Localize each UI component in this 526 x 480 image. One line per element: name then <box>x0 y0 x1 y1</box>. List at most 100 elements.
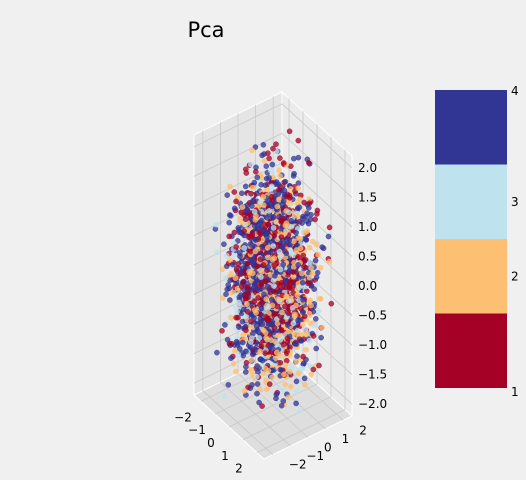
data-point-class-3 <box>248 335 255 342</box>
data-point-class-2 <box>265 254 271 261</box>
data-point-class-2 <box>276 167 282 173</box>
data-point-class-2 <box>257 386 263 392</box>
data-point-class-4 <box>278 225 284 232</box>
data-point-class-4 <box>236 324 242 330</box>
data-point-class-2 <box>273 349 280 356</box>
data-point-class-1 <box>266 381 273 387</box>
data-point-class-2 <box>319 324 325 331</box>
data-point-class-4 <box>275 181 282 188</box>
data-point-class-2 <box>285 394 292 401</box>
data-point-class-3 <box>231 252 237 259</box>
data-point-class-2 <box>260 202 267 208</box>
gridline-y-floor <box>202 390 274 455</box>
data-point-class-3 <box>248 161 254 168</box>
data-point-class-1 <box>278 326 285 333</box>
data-point-class-3 <box>299 365 306 372</box>
data-point-class-1 <box>303 288 310 294</box>
gridline-z-left <box>193 133 283 177</box>
data-point-class-2 <box>251 307 258 313</box>
data-point-class-2 <box>308 265 314 271</box>
y-tick-label: −1 <box>306 449 324 463</box>
data-point-class-1 <box>266 155 272 162</box>
data-point-class-2 <box>252 248 259 255</box>
data-point-class-2 <box>299 321 306 328</box>
data-point-class-4 <box>229 261 236 268</box>
data-point-class-1 <box>258 343 265 349</box>
data-point-class-2 <box>269 256 276 263</box>
data-point-class-1 <box>265 150 271 156</box>
data-point-class-1 <box>268 194 275 200</box>
data-point-class-4 <box>263 163 270 169</box>
data-point-class-4 <box>258 305 265 312</box>
data-point-class-1 <box>257 256 264 263</box>
data-point-class-2 <box>258 269 265 276</box>
data-point-class-1 <box>306 160 312 166</box>
data-point-class-2 <box>227 257 234 263</box>
scatter-points <box>212 128 335 414</box>
data-point-class-2 <box>260 370 267 377</box>
x-tick-label: 0 <box>207 436 215 450</box>
data-point-class-4 <box>271 329 277 335</box>
data-point-class-1 <box>281 303 288 310</box>
data-point-class-4 <box>273 391 280 398</box>
data-point-class-4 <box>314 269 321 276</box>
data-point-class-1 <box>310 366 317 373</box>
data-point-class-4 <box>228 355 234 362</box>
data-point-class-4 <box>243 363 249 370</box>
data-point-class-2 <box>313 241 320 248</box>
data-point-class-4 <box>263 175 270 182</box>
data-point-class-2 <box>299 270 305 277</box>
data-point-class-2 <box>232 275 239 281</box>
data-point-class-4 <box>259 357 266 364</box>
data-point-class-3 <box>234 308 240 315</box>
data-point-class-1 <box>244 261 251 267</box>
data-point-class-4 <box>301 360 307 367</box>
data-point-class-3 <box>270 225 277 231</box>
data-point-class-3 <box>277 336 284 343</box>
data-point-class-4 <box>325 233 332 240</box>
data-point-class-3 <box>294 388 300 395</box>
data-point-class-3 <box>223 252 230 259</box>
colorbar-segment-2 <box>435 239 507 314</box>
z-tick-label: −1.5 <box>358 368 387 382</box>
data-point-class-3 <box>276 248 283 255</box>
data-point-class-2 <box>297 245 304 252</box>
data-point-class-3 <box>266 208 272 214</box>
data-point-class-4 <box>305 205 312 211</box>
data-point-class-4 <box>253 323 260 330</box>
data-point-class-3 <box>268 167 274 174</box>
data-point-class-1 <box>241 228 247 234</box>
data-point-class-4 <box>282 178 289 185</box>
data-point-class-1 <box>301 199 308 206</box>
z-tick-label: 2.0 <box>358 161 377 175</box>
data-point-class-1 <box>226 233 232 240</box>
data-point-class-1 <box>278 234 285 240</box>
data-point-class-4 <box>286 237 293 243</box>
data-point-class-1 <box>328 300 335 307</box>
data-point-class-4 <box>304 218 310 224</box>
data-point-class-1 <box>306 200 313 207</box>
data-point-class-1 <box>260 262 267 268</box>
data-point-class-1 <box>300 252 307 259</box>
z-tick-label: −0.5 <box>358 309 387 323</box>
data-point-class-1 <box>247 248 254 255</box>
data-point-class-2 <box>294 292 301 298</box>
data-point-class-2 <box>317 295 323 302</box>
data-point-class-2 <box>281 371 287 378</box>
data-point-class-1 <box>242 166 249 173</box>
data-point-class-3 <box>271 283 277 289</box>
data-point-class-4 <box>224 192 230 198</box>
data-point-class-4 <box>278 402 285 409</box>
data-point-class-4 <box>264 283 271 290</box>
data-point-class-2 <box>315 251 322 258</box>
data-point-class-1 <box>259 403 265 409</box>
data-point-class-4 <box>313 274 320 281</box>
data-point-class-4 <box>254 174 261 181</box>
data-point-class-2 <box>230 360 237 367</box>
data-point-class-2 <box>293 358 300 365</box>
data-point-class-4 <box>294 205 301 212</box>
x-tick-label: −1 <box>188 423 206 437</box>
data-point-class-4 <box>313 345 320 352</box>
data-point-class-3 <box>306 337 313 344</box>
colorbar: 4 3 2 1 <box>435 84 519 399</box>
